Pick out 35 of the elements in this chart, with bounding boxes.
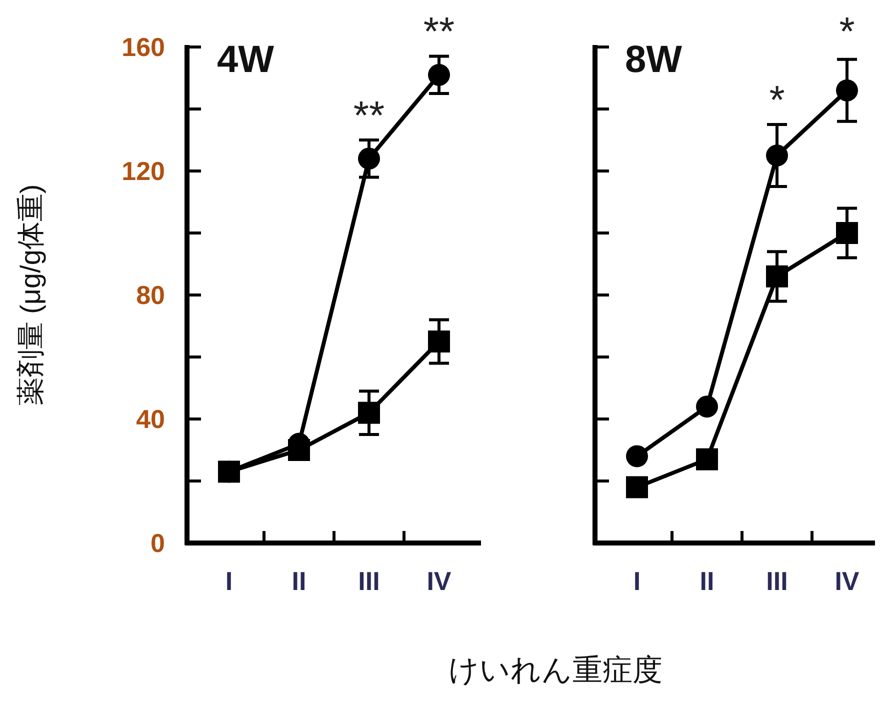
x-tick-label: IV: [834, 566, 860, 596]
point: [626, 445, 648, 468]
y-tick-label: 40: [136, 404, 165, 434]
point: [288, 439, 310, 461]
point: [428, 330, 450, 352]
y-tick-label: 120: [122, 156, 165, 186]
chart-title: 8W: [625, 39, 682, 81]
x-tick-label: IV: [426, 566, 452, 596]
point: [358, 402, 380, 424]
y-tick-label: 80: [136, 280, 165, 310]
annotation: *: [839, 10, 855, 54]
point: [696, 396, 718, 418]
x-axis-title: けいれん重症度: [448, 654, 662, 687]
x-tick-label: III: [766, 566, 788, 596]
point: [696, 448, 718, 470]
annotation: **: [423, 10, 455, 54]
point: [358, 148, 380, 170]
y-tick-label: 0: [150, 528, 165, 558]
x-tick-label: III: [358, 566, 380, 596]
point: [766, 144, 788, 166]
point: [626, 476, 648, 498]
y-tick-label: 160: [122, 32, 165, 62]
point: [218, 460, 240, 483]
x-tick-label: II: [292, 566, 306, 596]
y-axis-title: 薬剤量 (μg/g体重): [15, 184, 46, 406]
chart-title: 4W: [217, 39, 274, 81]
annotation: **: [353, 94, 385, 138]
x-tick-label: II: [700, 566, 714, 596]
x-tick-label: I: [633, 566, 641, 596]
annotation: *: [769, 78, 785, 122]
point: [428, 64, 450, 86]
point: [836, 79, 858, 102]
point: [836, 222, 858, 244]
x-tick-label: I: [225, 566, 233, 596]
point: [766, 265, 788, 288]
